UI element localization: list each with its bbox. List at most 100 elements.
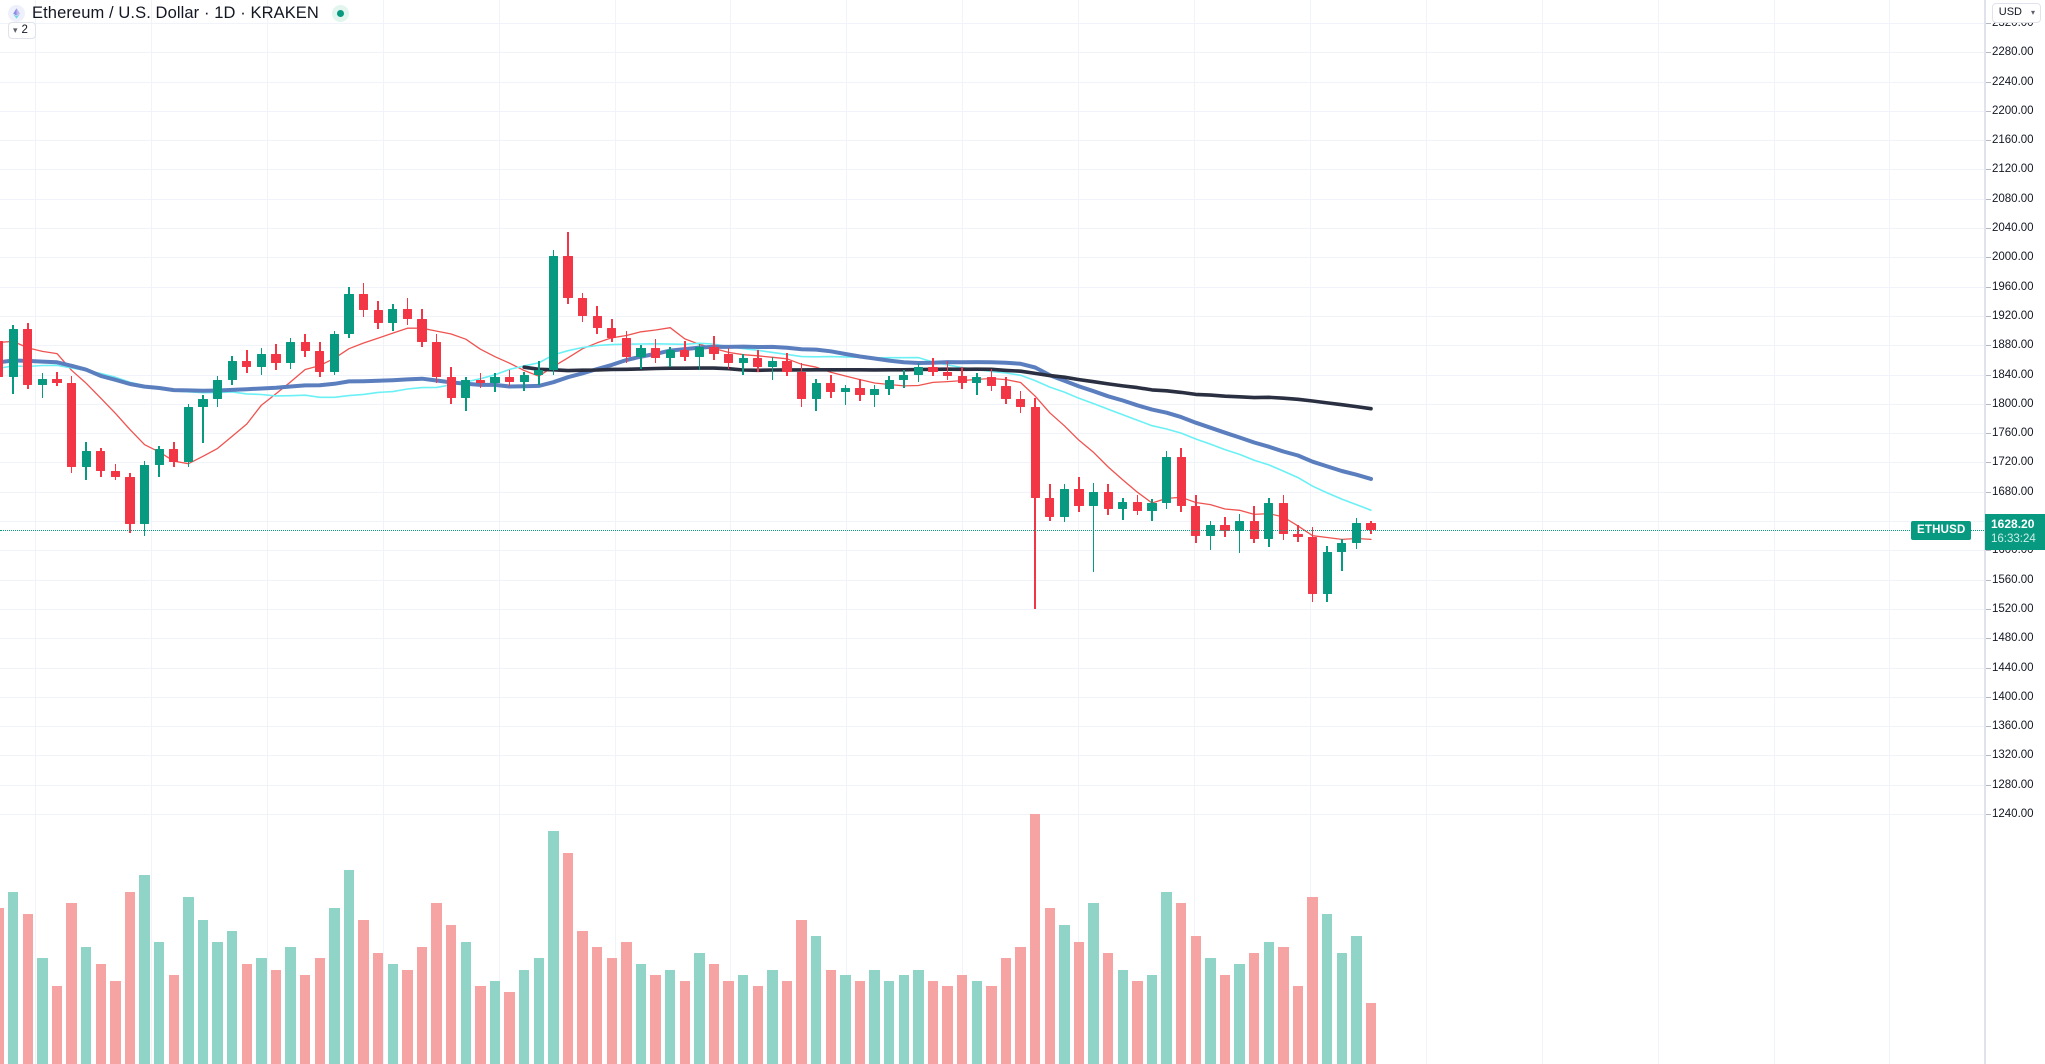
candle-body	[796, 371, 807, 400]
volume-bar	[1351, 936, 1362, 1064]
volume-bar	[1146, 975, 1158, 1064]
candle-body	[665, 349, 675, 359]
candle-body	[650, 348, 661, 359]
tick-mark	[1986, 374, 1991, 376]
volume-bar	[694, 952, 705, 1064]
price-axis-tick: 1280.00	[1986, 779, 2034, 791]
chevron-down-icon: ▾	[2030, 7, 2035, 17]
price-axis-separator	[1984, 0, 1985, 1064]
volume-bar	[1102, 952, 1114, 1064]
ma-line-ma-cyan	[0, 342, 1372, 511]
grid-line-horizontal	[0, 579, 1984, 581]
price-axis-tick: 1720.00	[1986, 456, 2034, 468]
tick-mark	[1986, 81, 1991, 83]
volume-bar	[679, 980, 691, 1064]
candle-body	[490, 377, 500, 384]
volume-bar	[1190, 936, 1202, 1064]
current-price-badge[interactable]: 1628.20 16:33:24	[1985, 513, 2045, 551]
candle-body	[753, 358, 763, 368]
tick-mark	[1986, 286, 1991, 288]
tick-mark	[1986, 257, 1991, 259]
volume-bar	[329, 908, 340, 1064]
candle-body	[1059, 488, 1070, 517]
price-axis-tick: 2200.00	[1986, 105, 2034, 117]
candle-body	[680, 349, 690, 357]
price-axis-tick: 2240.00	[1986, 76, 2034, 88]
chart-plot-area[interactable]: ETHUSD	[0, 0, 1984, 1064]
volume-bar	[1161, 891, 1172, 1064]
tick-mark	[1986, 52, 1991, 54]
current-price-countdown: 16:33:24	[1991, 532, 2036, 545]
candle-body	[519, 374, 529, 382]
ethereum-icon	[8, 5, 25, 22]
indicator-group-toggle[interactable]: ▾ 2	[8, 22, 36, 39]
volume-bar	[927, 980, 939, 1064]
candle-body	[548, 255, 559, 371]
volume-bar	[1015, 947, 1026, 1064]
price-axis-tick: 1760.00	[1986, 427, 2034, 439]
candle-wick	[844, 384, 847, 406]
grid-line-vertical	[1889, 0, 1890, 1064]
volume-bar	[51, 986, 63, 1064]
volume-bar	[1307, 897, 1318, 1064]
candle-body	[1366, 522, 1376, 530]
volume-bar	[840, 975, 851, 1064]
candle-wick	[1209, 521, 1212, 551]
volume-bar	[1234, 964, 1245, 1064]
volume-bar	[796, 919, 807, 1064]
candle-body	[1074, 488, 1084, 507]
candle-body	[1045, 497, 1055, 517]
candle-body	[840, 387, 851, 393]
volume-bar	[577, 930, 588, 1064]
candle-wick	[771, 356, 774, 381]
candle-body	[446, 377, 456, 398]
volume-bar	[343, 869, 355, 1064]
grid-line-horizontal	[0, 286, 1984, 288]
candle-wick	[1034, 397, 1036, 609]
grid-line-horizontal	[0, 198, 1984, 200]
candle-body	[1030, 406, 1040, 498]
candle-body	[986, 377, 997, 387]
candle-body	[1307, 537, 1318, 595]
volume-bar	[37, 958, 48, 1064]
candle-body	[358, 293, 369, 311]
candle-body	[826, 383, 836, 393]
volume-bar	[153, 941, 165, 1064]
grid-line-horizontal	[0, 667, 1984, 669]
volume-bar	[869, 969, 880, 1064]
chart-legend[interactable]: Ethereum / U.S. Dollar · 1D · KRAKEN	[8, 4, 349, 23]
grid-line-horizontal	[0, 140, 1984, 142]
price-axis-tick: 1440.00	[1986, 662, 2034, 674]
candle-body	[767, 361, 778, 368]
candle-body	[475, 380, 486, 384]
grid-line-horizontal	[0, 814, 1984, 815]
candle-body	[1015, 399, 1026, 407]
candle-body	[869, 389, 880, 396]
currency-selector[interactable]: USD ▾	[1991, 3, 2041, 23]
grid-line-horizontal	[0, 228, 1984, 230]
grid-line-horizontal	[0, 608, 1984, 610]
candle-body	[402, 308, 413, 319]
volume-bar	[781, 980, 793, 1064]
candle-body	[1220, 525, 1230, 532]
candle-body	[957, 376, 967, 384]
candle-wick	[873, 384, 876, 407]
grid-line-horizontal	[0, 696, 1984, 698]
candle-body	[23, 329, 33, 385]
price-axis-tick: 1800.00	[1986, 398, 2034, 410]
volume-bar	[942, 986, 953, 1064]
price-axis-tick: 1360.00	[1986, 720, 2034, 732]
candle-body	[1132, 501, 1143, 511]
grid-line-vertical	[151, 0, 152, 1064]
candle-body	[242, 361, 252, 368]
candle-body	[461, 380, 471, 398]
volume-bar	[0, 908, 4, 1064]
candle-body	[738, 358, 748, 363]
volume-bar	[956, 975, 968, 1064]
grid-line-horizontal	[0, 81, 1984, 83]
volume-bar	[913, 969, 924, 1064]
tick-mark	[1986, 755, 1991, 757]
candle-body	[431, 342, 442, 378]
candle-body	[577, 298, 588, 316]
volume-bar	[256, 958, 267, 1064]
